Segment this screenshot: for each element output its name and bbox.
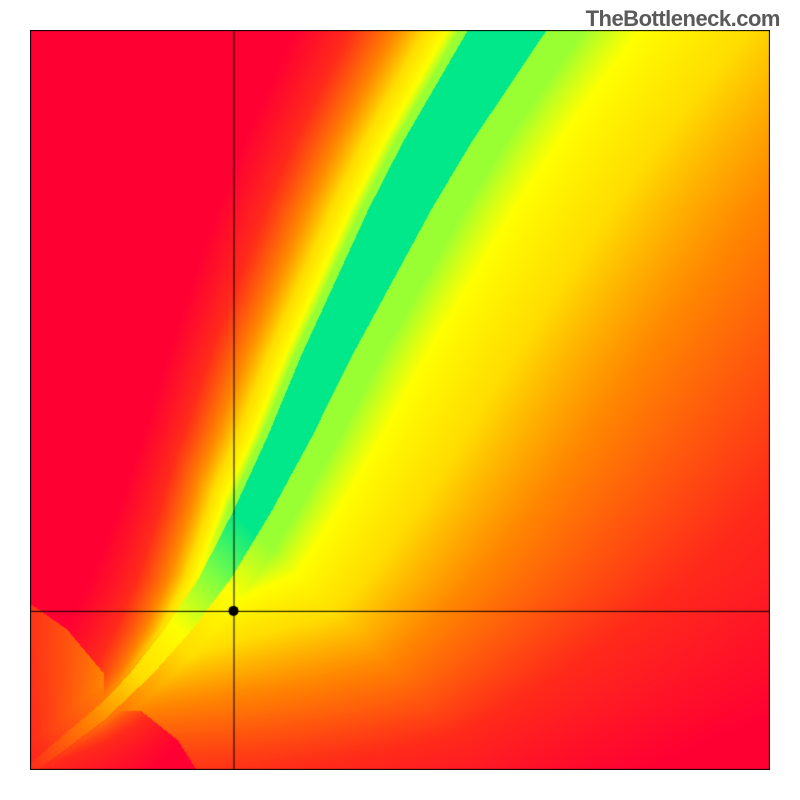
heatmap-canvas	[30, 30, 770, 770]
watermark-text: TheBottleneck.com	[586, 6, 780, 32]
bottleneck-heatmap	[30, 30, 770, 770]
